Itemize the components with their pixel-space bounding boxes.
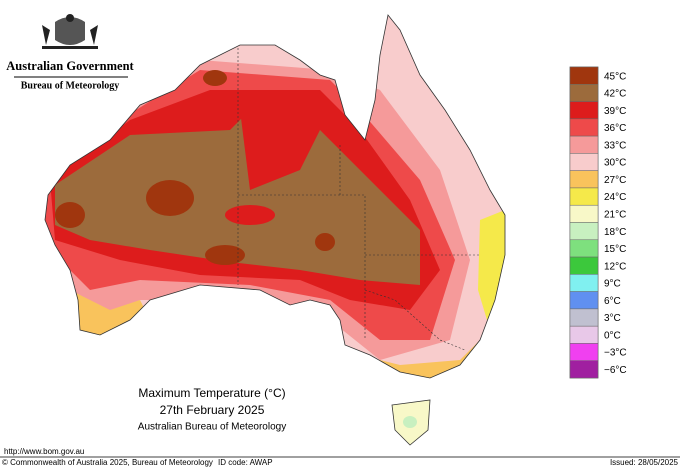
footer-issued: Issued: 28/05/2025 [610,458,679,467]
legend-label: 30°C [604,158,626,169]
legend-swatch [569,274,599,292]
footer-id: ID code: AWAP [218,458,273,467]
legend-swatch [569,153,599,171]
legend-swatch [569,118,599,137]
legend-swatch [569,239,599,258]
legend-label: 21°C [604,210,626,221]
map-title: Maximum Temperature (°C) [138,386,285,400]
legend-swatch [569,84,599,102]
legend-swatch [569,291,599,310]
legend-swatch [569,66,599,85]
legend-label: −6°C [604,365,627,376]
tasmania-highland [403,416,417,428]
agency-name: Bureau of Meteorology [21,80,120,91]
legend-label: 6°C [604,296,621,307]
legend: 45°C 42°C 39°C 36°C 33°C 30°C 27°C 24°C 21°C 18°C… [569,66,627,379]
legend-swatch [569,343,599,361]
legend-label: 9°C [604,279,621,290]
legend-swatch [569,325,599,344]
legend-label: 45°C [604,71,626,82]
legend-label: 42°C [604,89,626,100]
legend-swatch [569,101,599,120]
footer-copyright: © Commonwealth of Australia 2025, Bureau… [2,458,213,467]
legend-swatch [569,135,599,154]
legend-swatch [569,170,599,189]
legend-swatch [569,256,599,275]
legend-swatch [569,360,599,379]
coastline [44,14,506,379]
legend-label: 36°C [604,123,626,134]
legend-label: 0°C [604,330,621,341]
legend-swatch [569,222,599,241]
legend-swatch [569,187,599,206]
legend-label: −3°C [604,348,627,359]
legend-swatch [569,204,599,223]
legend-label: 24°C [604,192,626,203]
legend-label: 12°C [604,261,626,272]
map-source: Australian Bureau of Meteorology [138,422,286,433]
legend-label: 18°C [604,227,626,238]
coat-of-arms [42,14,98,49]
legend-swatch [569,308,599,327]
map-date: 27th February 2025 [160,403,265,417]
legend-label: 39°C [604,106,626,117]
footer-url: http://www.bom.gov.au [4,447,84,456]
legend-label: 3°C [604,313,621,324]
legend-label: 27°C [604,175,626,186]
legend-label: 33°C [604,140,626,151]
government-name: Australian Government [6,59,134,73]
state-borders [237,48,480,351]
legend-label: 15°C [604,244,626,255]
